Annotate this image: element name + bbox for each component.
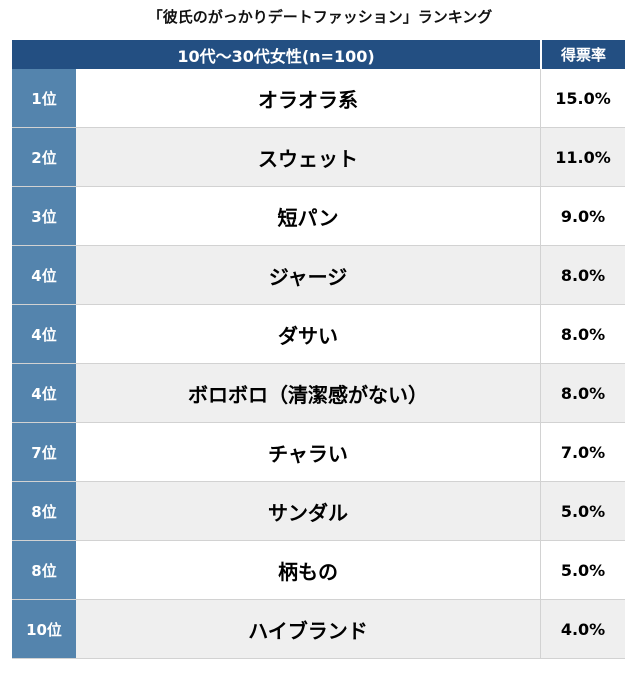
rank-cell: 8位 <box>12 482 76 540</box>
table-body: 1位 オラオラ系 15.0% 2位 スウェット 11.0% 3位 短パン 9.0% 4位 ジャージ 8… <box>12 69 625 659</box>
cell-divider <box>540 69 541 127</box>
rank-cell: 4位 <box>12 364 76 422</box>
item-cell: ダサい <box>278 323 338 348</box>
item-cell: ジャージ <box>268 264 348 289</box>
rank-cell: 8位 <box>12 541 76 599</box>
cell-divider <box>540 541 541 599</box>
item-cell: ハイブランド <box>248 618 368 643</box>
header-group-label: 10代〜30代女性(n=100) <box>12 40 540 69</box>
rank-cell: 1位 <box>12 69 76 127</box>
rate-cell: 9.0% <box>560 206 606 226</box>
rank-cell: 4位 <box>12 305 76 363</box>
cell-divider <box>540 482 541 540</box>
rate-cell: 5.0% <box>560 501 606 521</box>
cell-divider <box>540 600 541 658</box>
rate-cell: 11.0% <box>555 147 611 167</box>
ranking-table: 10代〜30代女性(n=100) 得票率 1位 オラオラ系 15.0% 2位 スウェット… <box>12 40 625 659</box>
cell-divider <box>540 128 541 186</box>
item-cell: 短パン <box>277 205 339 230</box>
rank-cell: 3位 <box>12 187 76 245</box>
rank-cell: 2位 <box>12 128 76 186</box>
rate-cell: 8.0% <box>560 324 606 344</box>
item-cell: チャラい <box>268 441 348 466</box>
item-cell: 柄もの <box>278 559 338 584</box>
table-row: 3位 短パン 9.0% <box>12 187 625 246</box>
chart-title: 「彼氏のがっかりデートファッション」ランキング <box>147 8 493 26</box>
header-divider <box>540 40 542 69</box>
rank-cell: 7位 <box>12 423 76 481</box>
rate-cell: 15.0% <box>555 88 611 108</box>
table-row: 10位 ハイブランド 4.0% <box>12 600 625 659</box>
table-row: 4位 ボロボロ（清潔感がない） 8.0% <box>12 364 625 423</box>
rank-cell: 4位 <box>12 246 76 304</box>
rate-cell: 7.0% <box>560 442 606 462</box>
item-cell: スウェット <box>258 146 358 171</box>
cell-divider <box>540 305 541 363</box>
rate-cell: 5.0% <box>560 560 606 580</box>
rank-cell: 10位 <box>12 600 76 658</box>
table-row: 2位 スウェット 11.0% <box>12 128 625 187</box>
table-row: 8位 サンダル 5.0% <box>12 482 625 541</box>
header-rate-label: 得票率 <box>542 40 625 69</box>
cell-divider <box>540 364 541 422</box>
table-row: 8位 柄もの 5.0% <box>12 541 625 600</box>
table-row: 4位 ジャージ 8.0% <box>12 246 625 305</box>
cell-divider <box>540 187 541 245</box>
table-row: 1位 オラオラ系 15.0% <box>12 69 625 128</box>
rate-cell: 8.0% <box>560 265 606 285</box>
rate-cell: 8.0% <box>560 383 606 403</box>
table-row: 7位 チャラい 7.0% <box>12 423 625 482</box>
item-cell: サンダル <box>268 500 348 525</box>
cell-divider <box>540 423 541 481</box>
table-header: 10代〜30代女性(n=100) 得票率 <box>12 40 625 69</box>
table-row: 4位 ダサい 8.0% <box>12 305 625 364</box>
item-cell: オラオラ系 <box>258 87 358 112</box>
item-cell: ボロボロ（清潔感がない） <box>188 382 428 407</box>
rate-cell: 4.0% <box>560 619 606 639</box>
cell-divider <box>540 246 541 304</box>
